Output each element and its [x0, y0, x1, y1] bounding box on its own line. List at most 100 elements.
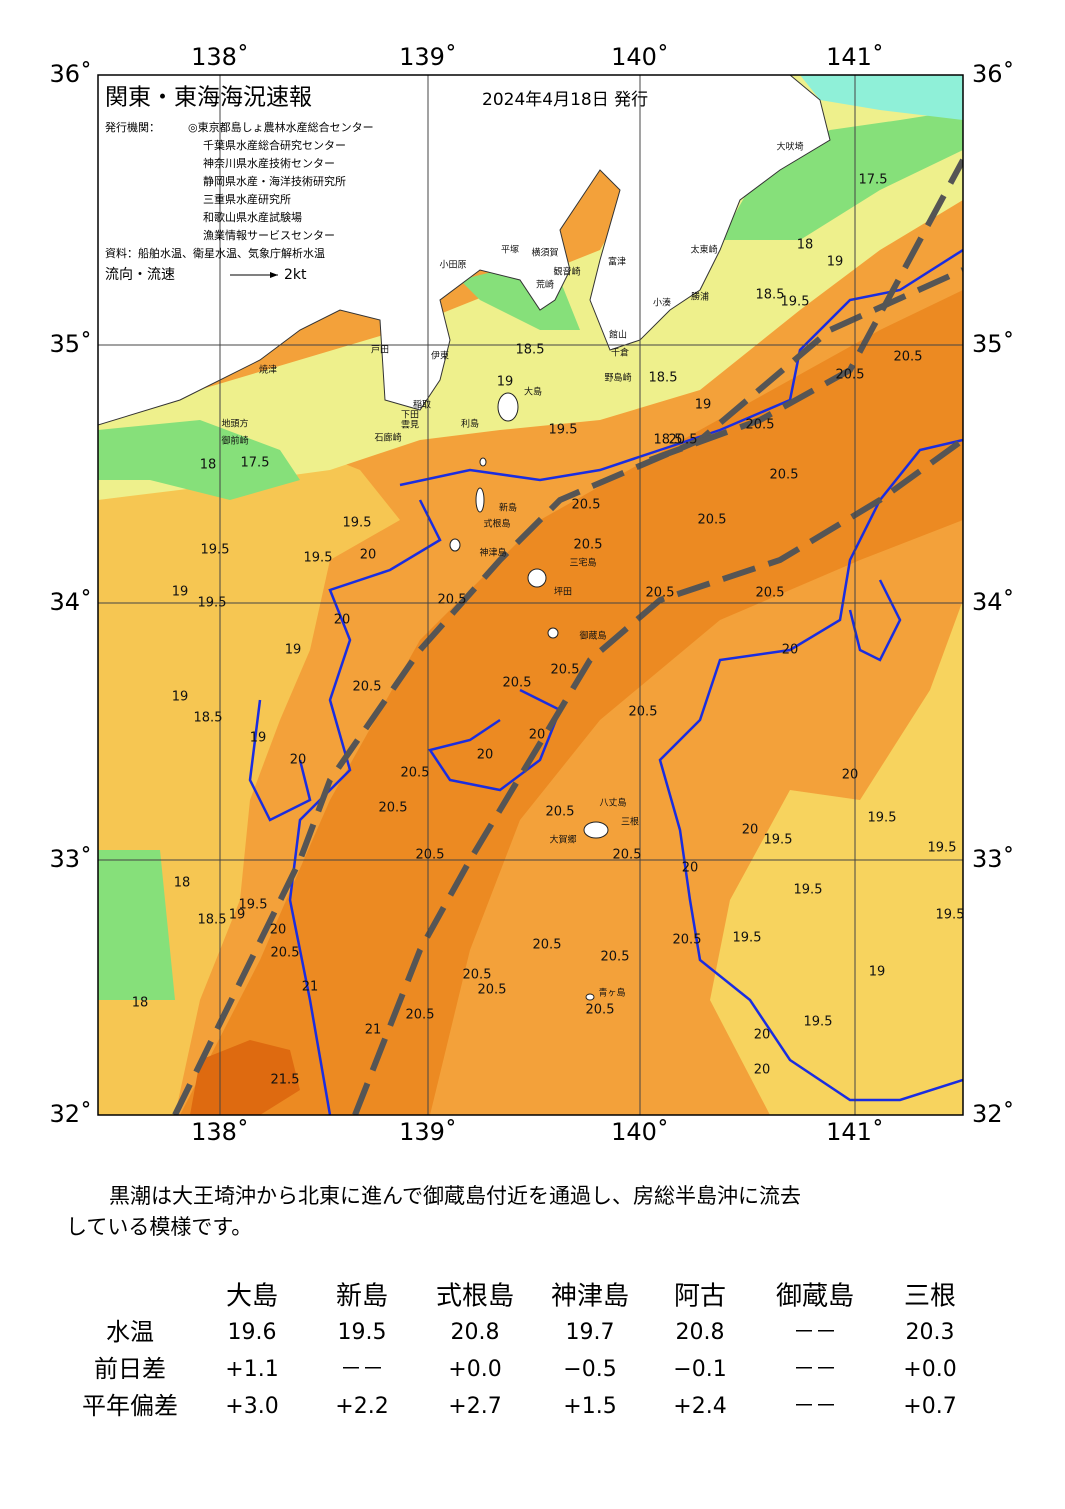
contour-label: 18.5 — [654, 433, 683, 448]
place-name: 八丈島 — [599, 797, 626, 809]
contour-label: 20.5 — [379, 801, 408, 816]
table-cell: +0.0 — [903, 1357, 956, 1382]
contour-label: 20.5 — [836, 368, 865, 383]
place-name: 神津島 — [479, 547, 506, 559]
graticule — [98, 75, 963, 1115]
sea-temperature-map — [98, 75, 963, 1115]
contour-label: 17.5 — [241, 456, 270, 471]
place-name: 観音崎 — [553, 266, 580, 278]
contour-label: 20.5 — [551, 663, 580, 678]
flow-arrow-head — [270, 272, 278, 278]
table-header: 三根 — [904, 1282, 956, 1312]
contour-label: 19.5 — [198, 596, 227, 611]
contour-label: 19 — [497, 375, 514, 390]
contour-label: 20 — [682, 861, 699, 876]
contour-label: 18.5 — [194, 711, 223, 726]
place-name: 雲見 — [401, 420, 419, 431]
lat-label: 33˚ — [49, 845, 92, 873]
lat-label: 36˚ — [972, 60, 1015, 88]
lat-label: 34˚ — [972, 588, 1015, 616]
contour-label: 19.5 — [201, 543, 230, 558]
lon-label: 139˚ — [399, 1118, 457, 1146]
cyan-patch — [800, 75, 963, 120]
isotherm-20 — [248, 248, 963, 1115]
place-name: 平塚 — [501, 245, 519, 256]
contour-label: 21 — [302, 980, 319, 995]
islands — [449, 392, 609, 1001]
place-name: 稲取 — [413, 399, 431, 411]
contour-label: 20 — [270, 923, 287, 938]
contour-label: 18.5 — [756, 288, 785, 303]
contour-label: 20 — [842, 768, 859, 783]
cool-west — [98, 420, 400, 1115]
coastal-green-east — [720, 110, 963, 240]
table-header: 御蔵島 — [776, 1282, 854, 1312]
contour-label: 20.5 — [533, 938, 562, 953]
contour-label: 18 — [797, 238, 814, 253]
contour-label: 20 — [782, 643, 799, 658]
place-name: 小田原 — [439, 260, 466, 271]
flow-label: 流向・流速 — [105, 267, 175, 283]
lon-label: 140˚ — [611, 43, 669, 71]
place-name: 三根 — [621, 816, 639, 828]
contour-label: 19 — [827, 255, 844, 270]
contour-label: 20.5 — [770, 468, 799, 483]
contour-label: 19.5 — [239, 898, 268, 913]
lat-label: 36˚ — [49, 60, 92, 88]
contour-label: 20 — [477, 748, 494, 763]
place-name: 焼津 — [259, 365, 277, 376]
table-cell: +0.7 — [903, 1394, 956, 1419]
place-name: 大島 — [524, 386, 542, 398]
lon-label: 138˚ — [191, 43, 249, 71]
row-label: 平年偏差 — [82, 1392, 178, 1420]
lat-label: 35˚ — [972, 330, 1015, 358]
place-name: 大賀郷 — [549, 834, 576, 846]
lat-label: 34˚ — [49, 588, 92, 616]
contour-label: 18 — [174, 876, 191, 891]
contour-label: 20 — [529, 728, 546, 743]
summary-line: 黒潮は大王埼沖から北東に進んで御蔵島付近を通過し、房総半島沖に流去 — [88, 1184, 801, 1208]
flow-scale: 2kt — [284, 267, 307, 283]
row-label: 水温 — [106, 1318, 154, 1346]
lat-label: 32˚ — [972, 1100, 1015, 1128]
contour-label: 20.5 — [353, 680, 382, 695]
table-cell: +2.7 — [448, 1394, 501, 1419]
contour-label: 18 — [200, 458, 217, 473]
contour-label: 20.5 — [401, 766, 430, 781]
place-name: 荒崎 — [536, 279, 554, 291]
place-name: 館山 — [609, 329, 627, 341]
table-cell: −0.5 — [563, 1357, 616, 1382]
place-name: 横須賀 — [531, 247, 558, 259]
table-cell: 19.7 — [566, 1320, 615, 1345]
kuroshio-axis — [172, 158, 963, 1115]
summary-line: している模様です。 — [66, 1215, 252, 1239]
table-cell: 20.8 — [451, 1320, 500, 1345]
contour-label: 20.5 — [646, 586, 675, 601]
contour-label: 20.5 — [613, 848, 642, 863]
contour-label: 19 — [285, 643, 302, 658]
place-name: 御蔵島 — [579, 630, 606, 642]
lon-label: 139˚ — [399, 43, 457, 71]
coastal-green-west — [98, 420, 300, 500]
contour-label: 19.5 — [928, 841, 957, 856]
issuer: 漁業情報サービスセンター — [203, 228, 335, 242]
lat-label: 32˚ — [49, 1100, 92, 1128]
contour-label: 19.5 — [549, 423, 578, 438]
contour-label: 18.5 — [198, 913, 227, 928]
contour-label: 19.5 — [804, 1015, 833, 1030]
contour-label: 20.5 — [586, 1003, 615, 1018]
contour-label: 19 — [172, 690, 189, 705]
contour-label: 20 — [742, 823, 759, 838]
table-header: 式根島 — [436, 1282, 514, 1312]
contour-label: 21.5 — [271, 1073, 300, 1088]
issue-date: 2024年4月18日 発行 — [482, 90, 648, 110]
contour-label: 20.5 — [756, 586, 785, 601]
hot-core — [190, 1040, 300, 1115]
place-name: 下田 — [401, 410, 419, 421]
contour-label: 20.5 — [698, 513, 727, 528]
place-name: 富津 — [608, 256, 626, 268]
contour-label: 20.5 — [503, 676, 532, 691]
contour-label: 20.5 — [572, 498, 601, 513]
contour-label: 19.5 — [794, 883, 823, 898]
